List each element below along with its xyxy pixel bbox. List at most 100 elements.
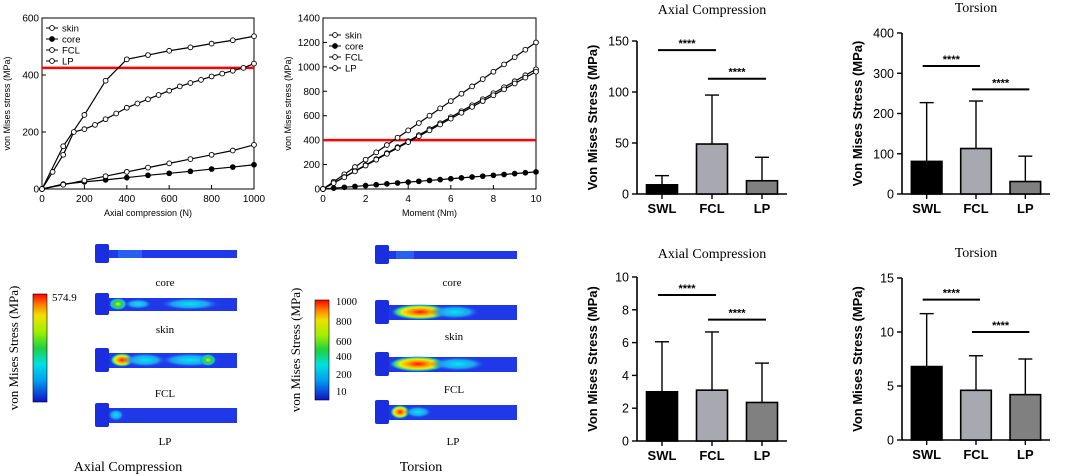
data-point-core: [123, 174, 130, 181]
fea-axial-legend-max: 574.9: [52, 292, 77, 304]
data-point-core: [479, 173, 486, 180]
y-tick-label: 10: [615, 271, 629, 285]
data-point-fcl: [102, 173, 109, 180]
y-tick-label: 1400: [298, 14, 321, 25]
y-axis-label: Von Mises Stress (MPa): [850, 41, 865, 187]
data-point-skin: [394, 134, 401, 141]
fea-torsion-model-skin: skin: [375, 300, 517, 343]
fea-axial-label-skin: skin: [156, 324, 175, 336]
data-point-core: [330, 185, 337, 191]
fea-torsion-label-lp: LP: [447, 436, 460, 448]
data-point-lp: [176, 83, 183, 90]
fea-torsion-legend-labels: 1000 800 600 400 200 10: [336, 297, 357, 398]
x-tick-label-lp: LP: [754, 448, 771, 463]
data-point-skin: [251, 33, 257, 40]
data-point-lp: [134, 100, 141, 107]
x-tick-label: 0: [320, 194, 326, 205]
data-point-lp: [447, 115, 454, 122]
data-point-core: [490, 172, 497, 179]
y-tick-label: 0: [33, 185, 39, 196]
data-point-lp: [208, 73, 215, 80]
data-point-lp: [155, 92, 162, 98]
y-axis-label: Von Mises Stress (MPa): [585, 286, 600, 432]
data-point-skin: [426, 112, 433, 119]
fea-axial-legend-title: von Mises Stress (MPa): [6, 286, 21, 411]
data-point-lp: [501, 86, 507, 93]
legend-marker: [332, 65, 338, 71]
data-point-core: [208, 166, 215, 172]
axial-line-chart: 0 200 400 600 800 1000 0 200 400 600 Axial compres…: [2, 14, 266, 219]
data-point-skin: [522, 46, 529, 53]
y-tick-label: 6: [622, 336, 629, 350]
legend-label-skin: skin: [345, 31, 362, 42]
data-point-lp: [320, 186, 326, 192]
data-point-skin: [479, 76, 486, 82]
x-tick-label-swl: SWL: [648, 448, 677, 463]
data-point-skin: [229, 37, 236, 44]
data-point-lp: [437, 121, 444, 128]
data-point-skin: [208, 40, 215, 47]
x-tick-label: 4: [405, 194, 411, 205]
data-point-core: [416, 178, 422, 185]
data-point-fcl: [251, 141, 257, 148]
data-point-lp: [469, 104, 475, 110]
significance-label: ****: [943, 54, 961, 66]
bar-lp: [1009, 393, 1042, 441]
fea-axial-label-fcl: FCL: [155, 388, 175, 400]
legend-marker: [332, 43, 338, 49]
axial-bar-chart-top: Axial Compression 0 50 100 150 Von Mises Stre…: [585, 3, 787, 216]
data-point-skin: [60, 143, 67, 150]
y-tick-label: 400: [303, 136, 320, 147]
y-tick-label: 0: [622, 435, 629, 449]
bar-lp: [1009, 180, 1042, 195]
data-point-skin: [458, 90, 465, 97]
plot-frame: [41, 17, 255, 190]
data-point-lp: [373, 156, 380, 163]
fea-torsion-model-lp: LP: [375, 400, 517, 448]
data-point-core: [426, 177, 433, 184]
chart-title: Axial Compression: [658, 3, 767, 18]
data-point-lp: [384, 150, 390, 157]
data-point-core: [362, 182, 369, 189]
data-point-skin: [490, 68, 497, 75]
data-point-lp: [229, 67, 236, 74]
data-point-skin: [362, 156, 369, 163]
data-point-lp: [479, 98, 486, 104]
data-point-core: [405, 179, 412, 186]
bar-fcl: [695, 143, 729, 195]
torsion-line-chart: 0 2 4 6 8 10 0 200 400 600 800 1000 1200 1400 Moment (…: [283, 14, 542, 219]
legend-label-lp: LP: [62, 57, 74, 68]
y-tick-label: 200: [873, 107, 894, 121]
bar-swl: [910, 160, 943, 195]
x-tick-label: 200: [76, 194, 93, 205]
x-tick-label-fcl: FCL: [963, 447, 988, 462]
data-point-core: [394, 180, 401, 186]
data-point-lp: [362, 162, 369, 169]
fea-axial-model-skin: skin: [95, 293, 237, 336]
y-tick-label: 150: [608, 35, 629, 49]
data-point-fcl: [229, 147, 236, 154]
y-tick-label: 800: [303, 87, 320, 98]
data-point-core: [384, 181, 390, 187]
data-point-core: [437, 176, 444, 183]
legend-label-core: core: [62, 35, 80, 46]
data-point-lp: [458, 109, 465, 116]
data-point-lp: [187, 80, 194, 86]
data-point-skin: [384, 142, 390, 148]
data-point-skin: [166, 47, 173, 54]
chart-title: Torsion: [955, 1, 998, 16]
data-point-core: [447, 175, 454, 182]
data-point-lp: [533, 68, 539, 75]
fea-axial-panel: 574.9 von Mises Stress (MPa) core skin: [6, 244, 237, 475]
y-tick-label: 400: [22, 71, 39, 82]
x-tick-label-swl: SWL: [648, 201, 677, 216]
x-tick-label: 600: [161, 194, 178, 205]
y-axis-label: Von Mises Stress (MPa): [585, 45, 600, 191]
data-point-fcl: [145, 164, 151, 171]
legend-marker: [49, 47, 55, 53]
legend-marker: [332, 32, 338, 38]
fea-axial-model-core: core: [95, 244, 237, 289]
data-point-lp: [81, 126, 88, 132]
significance-label: ****: [678, 283, 696, 295]
